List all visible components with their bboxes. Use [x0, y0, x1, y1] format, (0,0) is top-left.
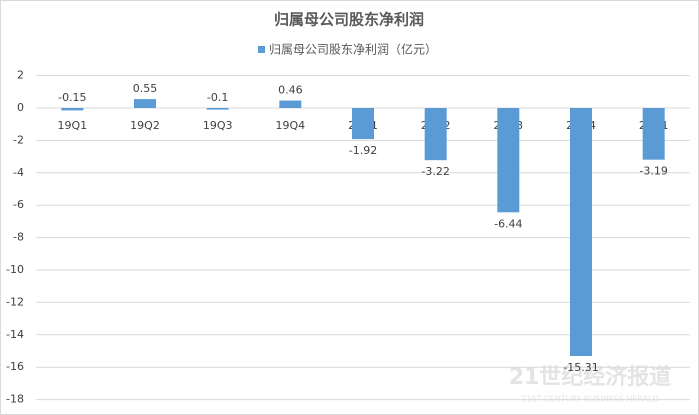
x-tick-label: 19Q4 — [276, 119, 306, 132]
value-label: -0.15 — [58, 91, 86, 104]
value-label: -0.1 — [207, 91, 228, 104]
chart-title: 归属母公司股东净利润 — [274, 11, 424, 29]
y-tick-label: -18 — [6, 393, 24, 406]
y-tick-label: -16 — [6, 360, 24, 373]
legend-swatch — [258, 46, 265, 53]
y-tick-label: 0 — [17, 101, 24, 114]
bar — [424, 108, 447, 161]
y-tick-label: -8 — [13, 231, 24, 244]
watermark: 21世纪经济报道 — [509, 364, 672, 390]
value-label: -6.44 — [494, 217, 522, 230]
bar — [570, 108, 592, 357]
bar — [134, 99, 156, 108]
x-tick-label: 19Q1 — [58, 119, 88, 132]
value-label: 0.55 — [133, 82, 158, 95]
value-label: -3.19 — [639, 165, 667, 178]
legend-label: 归属母公司股东净利润（亿元） — [269, 42, 437, 57]
value-label: 0.46 — [278, 84, 303, 97]
bar — [279, 100, 302, 108]
y-tick-label: -12 — [6, 295, 24, 308]
bar — [206, 108, 229, 110]
y-tick-label: -4 — [13, 166, 24, 179]
bar — [61, 108, 84, 111]
y-tick-label: -6 — [13, 198, 24, 211]
watermark-subtitle: 21ST CENTURY BUSINESS HERALD — [521, 395, 658, 404]
y-tick-label: -2 — [13, 133, 24, 146]
y-tick-label: -10 — [6, 263, 24, 276]
y-tick-label: -14 — [6, 328, 24, 341]
bar — [497, 108, 520, 213]
y-tick-label: 2 — [17, 69, 24, 82]
bar — [352, 108, 374, 140]
value-label: -1.92 — [349, 144, 377, 157]
value-label: -3.22 — [421, 165, 449, 178]
x-tick-label: 19Q3 — [203, 119, 233, 132]
x-tick-label: 19Q2 — [130, 119, 160, 132]
bar — [642, 108, 665, 160]
value-label: -15.31 — [563, 361, 598, 374]
